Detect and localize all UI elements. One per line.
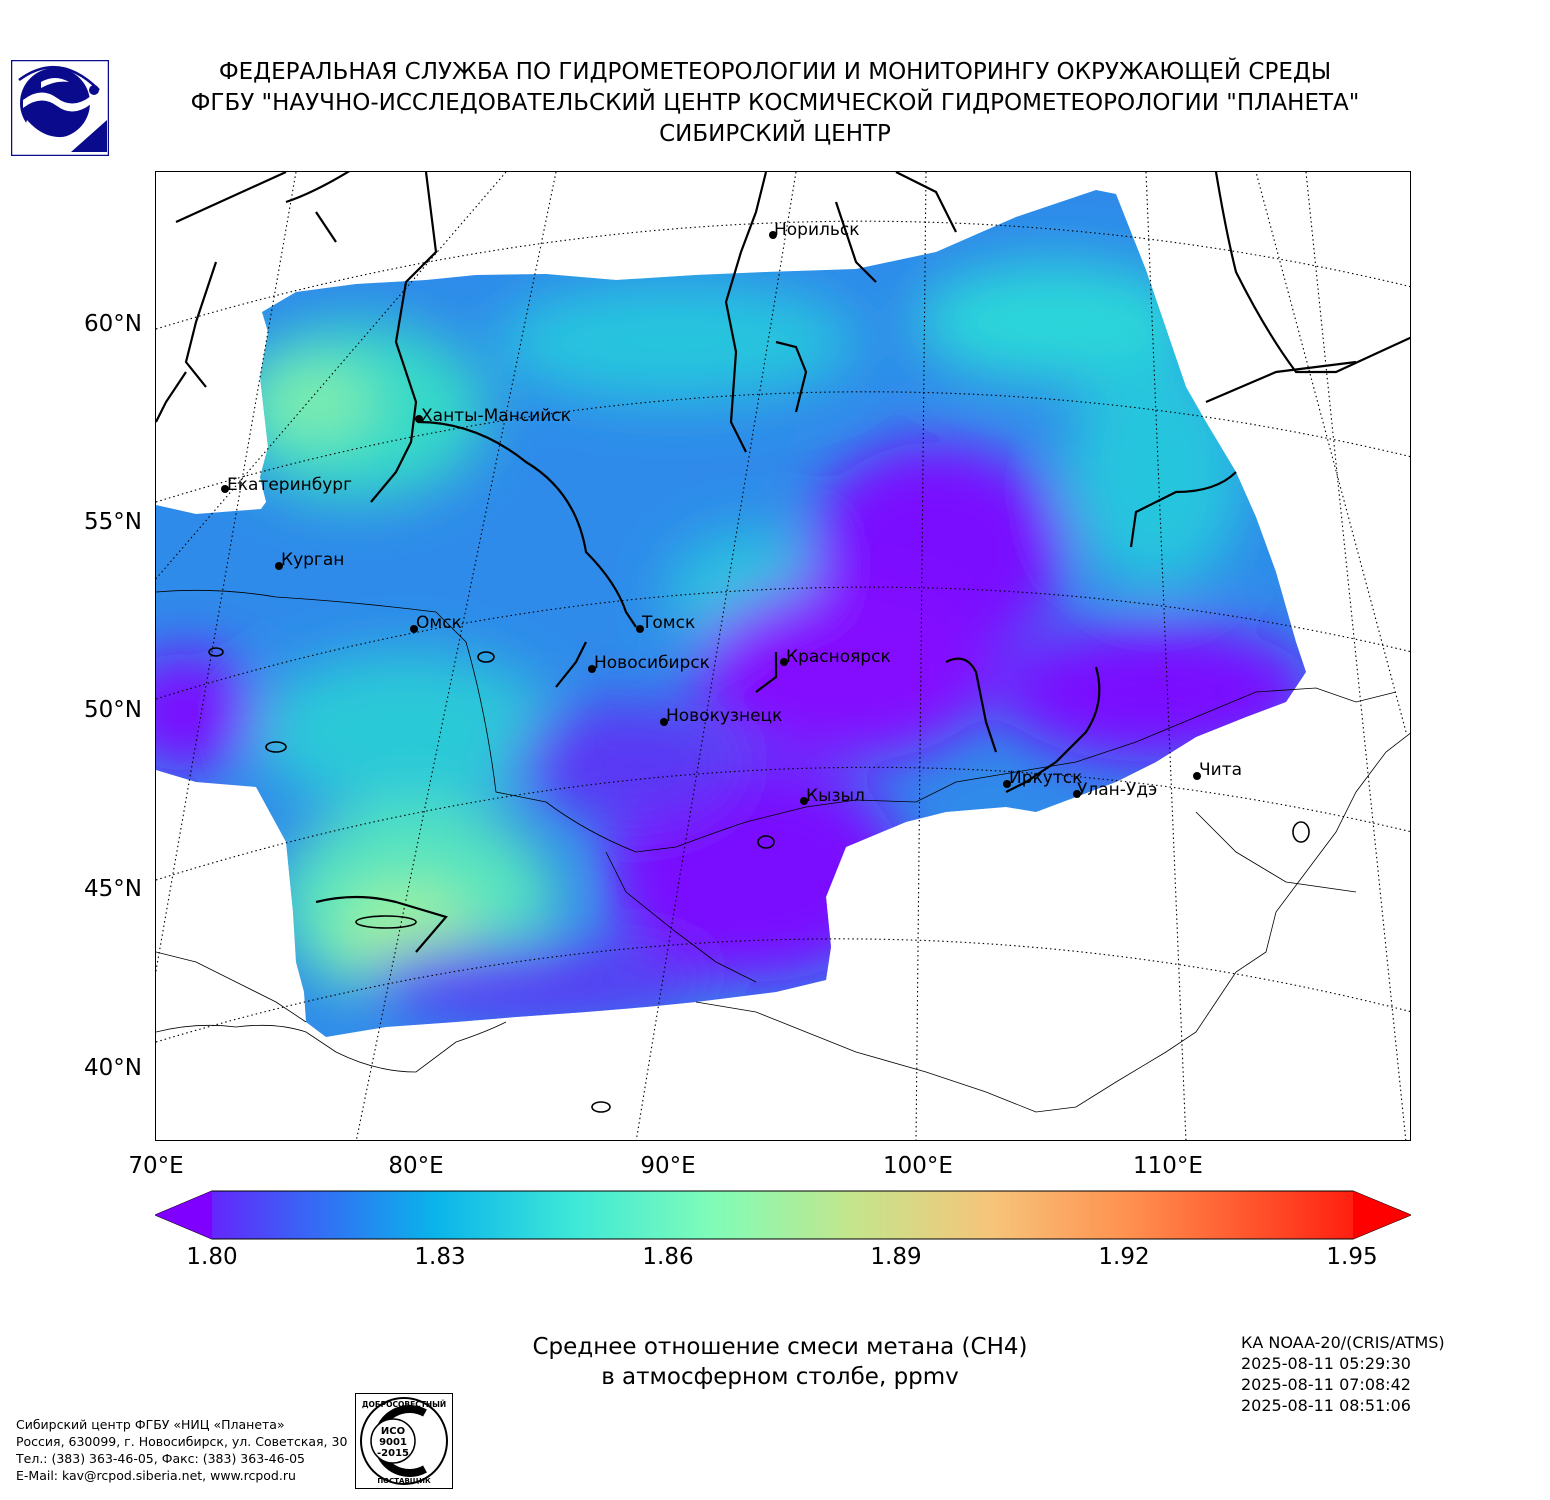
city-label-chita: Чита <box>1199 760 1243 780</box>
city-label-tomsk: Томск <box>642 613 696 633</box>
lat-label-50: 50°N <box>84 697 142 723</box>
iso-9001-stamp-icon: ДОБРОСОВЕСТНЫЙ ИСО 9001 -2015 ПОСТАВЩИК <box>355 1393 453 1489</box>
iso-text-2: 9001 <box>379 1437 407 1448</box>
lat-label-40: 40°N <box>84 1055 142 1081</box>
colorbar-gradient <box>153 1190 1413 1240</box>
caption-line-2: в атмосферном столбе, ppmv <box>601 1364 959 1390</box>
lon-label-80: 80°E <box>388 1153 444 1179</box>
lat-label-45: 45°N <box>84 876 142 902</box>
city-label-irkutsk: Иркутск <box>1009 768 1083 788</box>
city-label-norilsk: Норильск <box>774 220 860 240</box>
colorbar-tick-1-95: 1.95 <box>1326 1244 1378 1270</box>
city-dots <box>221 231 1201 805</box>
city-label-khanty-mansiysk: Ханты-Мансийск <box>421 406 571 426</box>
colorbar-tick-1-83: 1.83 <box>414 1244 466 1270</box>
country-borders <box>156 589 1410 1113</box>
lon-label-110: 110°E <box>1133 1153 1203 1179</box>
lat-label-60: 60°N <box>84 311 142 337</box>
methane-field <box>156 190 1306 1037</box>
header-line-2: ФГБУ "НАУЧНО-ИССЛЕДОВАТЕЛЬСКИЙ ЦЕНТР КОС… <box>190 90 1360 116</box>
map-canvas <box>156 172 1410 1140</box>
lakes <box>208 647 1310 1113</box>
pass-time-1: 2025-08-11 05:29:30 <box>1241 1354 1411 1373</box>
colorbar-tick-1-92: 1.92 <box>1098 1244 1150 1270</box>
iso-text-1: ИСО <box>381 1426 405 1437</box>
pass-time-2: 2025-08-11 07:08:42 <box>1241 1375 1411 1394</box>
city-label-kyzyl: Кызыл <box>806 786 865 806</box>
graticule <box>156 172 1410 1140</box>
colorbar-tick-1-89: 1.89 <box>870 1244 922 1270</box>
city-label-ulan-ude: Улан-Удэ <box>1077 780 1158 800</box>
colorbar-tick-1-86: 1.86 <box>642 1244 694 1270</box>
caption-line-1: Среднее отношение смеси метана (CH4) <box>532 1334 1028 1360</box>
lon-label-70: 70°E <box>128 1153 184 1179</box>
lat-label-55: 55°N <box>84 509 142 535</box>
lon-label-100: 100°E <box>883 1153 953 1179</box>
planeta-logo-icon <box>10 59 110 157</box>
org-line-1: Сибирский центр ФГБУ «НИЦ «Планета» <box>16 1417 285 1432</box>
lon-label-90: 90°E <box>640 1153 696 1179</box>
city-label-kurgan: Курган <box>281 550 345 570</box>
city-label-omsk: Омск <box>416 613 462 633</box>
header-line-3: СИБИРСКИЙ ЦЕНТР <box>659 121 891 147</box>
city-label-krasnoyarsk: Красноярск <box>786 647 891 667</box>
city-label-yekaterinburg: Екатеринбург <box>227 475 353 495</box>
header-line-1: ФЕДЕРАЛЬНАЯ СЛУЖБА ПО ГИДРОМЕТЕОРОЛОГИИ … <box>218 59 1332 85</box>
org-line-3: Тел.: (383) 363-46-05, Факс: (383) 363-4… <box>16 1451 306 1466</box>
iso-bottom-text: ПОСТАВЩИК <box>377 1477 431 1485</box>
city-label-novosibirsk: Новосибирск <box>594 653 710 673</box>
iso-top-text: ДОБРОСОВЕСТНЫЙ <box>362 1400 446 1409</box>
satellite-label: КА NOAA-20/(CRIS/ATMS) <box>1241 1333 1445 1352</box>
pass-time-3: 2025-08-11 08:51:06 <box>1241 1396 1411 1415</box>
org-line-4: E-Mail: kav@rcpod.siberia.net, www.rcpod… <box>16 1468 296 1483</box>
colorbar-tick-1-80: 1.80 <box>186 1244 238 1270</box>
colorbar <box>153 1188 1413 1246</box>
city-label-novokuznetsk: Новокузнецк <box>666 706 783 726</box>
org-line-2: Россия, 630099, г. Новосибирск, ул. Сове… <box>16 1434 348 1449</box>
iso-text-3: -2015 <box>377 1448 409 1459</box>
methane-map: Норильск Ханты-Мансийск Екатеринбург Кур… <box>155 171 1411 1141</box>
rivers-coastlines <box>156 172 1410 953</box>
